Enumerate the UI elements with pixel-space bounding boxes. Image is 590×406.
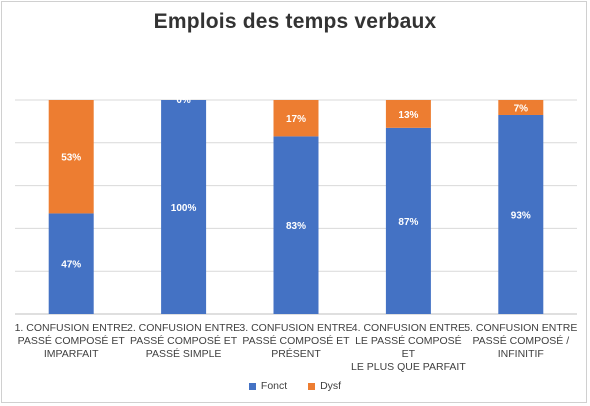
data-label-dysf-5: 7%: [514, 103, 529, 114]
bar-fonct-2: [161, 100, 207, 314]
data-label-fonct-1: 47%: [61, 260, 81, 271]
category-label-line: PASSÉ SIMPLE: [145, 348, 222, 360]
legend-item-fonct: Fonct: [248, 380, 288, 392]
bar-fonct-5: [498, 114, 544, 314]
category-label-line: PASSÉ COMPOSÉ ET: [242, 335, 350, 347]
category-label-line: 3. CONFUSION ENTRE: [239, 322, 353, 334]
category-label-line: IMPARFAIT: [43, 348, 99, 360]
category-label-line: LE PLUS QUE PARFAIT: [351, 361, 466, 373]
category-label-line: PRÉSENT: [271, 348, 321, 360]
data-label-fonct-3: 83%: [286, 221, 306, 232]
data-label-fonct-4: 87%: [398, 217, 418, 228]
data-label-dysf-1: 53%: [61, 153, 81, 164]
category-label-line: PASSÉ COMPOSÉ ET: [130, 335, 238, 347]
category-label-line: 4. CONFUSION ENTRE: [351, 322, 465, 334]
legend-swatch-fonct: [248, 382, 256, 390]
bar-fonct-4: [385, 127, 431, 314]
chart-title: Emplois des temps verbaux: [153, 10, 437, 33]
legend-label-dysf: Dysf: [320, 380, 342, 392]
data-label-dysf-3: 17%: [286, 114, 306, 125]
bar-fonct-1: [48, 213, 94, 314]
bar-dysf-4: [385, 100, 431, 128]
bar-fonct-3: [273, 136, 319, 314]
legend-item-dysf: Dysf: [308, 380, 341, 392]
category-label-1: 1. CONFUSION ENTRE PASSÉ COMPOSÉ ET IMPARF…: [12, 322, 130, 361]
category-label-2: 2. CONFUSION ENTRE PASSÉ COMPOSÉ ET PASSÉ …: [125, 322, 243, 361]
data-label-dysf-4: 13%: [398, 110, 418, 121]
category-label-line: INFINITIF: [497, 348, 544, 360]
category-label-3: 3. CONFUSION ENTRE PASSÉ COMPOSÉ ET PRÉSEN…: [237, 322, 355, 361]
legend-label-fonct: Fonct: [260, 380, 288, 392]
category-label-line: PASSÉ COMPOSÉ ET: [17, 335, 125, 347]
bar-dysf-1: [48, 100, 94, 214]
data-label-dysf-2: 0%: [176, 95, 191, 106]
bars: [48, 100, 544, 314]
data-label-fonct-5: 93%: [511, 210, 531, 221]
data-label-fonct-2: 100%: [171, 203, 197, 214]
category-label-line: 2. CONFUSION ENTRE: [127, 322, 241, 334]
category-label-line: 1. CONFUSION ENTRE: [14, 322, 128, 334]
category-label-line: PASSÉ COMPOSÉ /: [472, 335, 570, 347]
bar-dysf-3: [273, 100, 319, 137]
category-label-line: LE PASSÉ COMPOSÉ ET: [355, 335, 462, 360]
legend: Fonct Dysf: [0, 380, 590, 393]
category-label-line: 5. CONFUSION ENTRE: [464, 322, 578, 334]
bar-dysf-5: [498, 100, 544, 115]
category-label-4: 4. CONFUSION ENTRE LE PASSÉ COMPOSÉ ET LE …: [349, 322, 467, 374]
category-label-5: 5. CONFUSION ENTRE PASSÉ COMPOSÉ / INFINIT…: [462, 322, 580, 361]
legend-swatch-dysf: [308, 382, 316, 390]
data-labels: 47% 53% 100% 0% 83% 17% 87% 13% 93% 7%: [61, 95, 531, 271]
